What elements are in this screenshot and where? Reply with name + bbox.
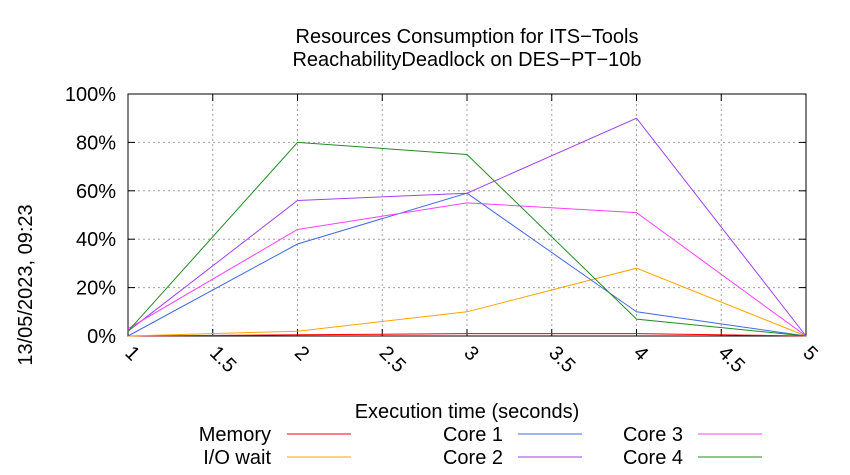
series-lines [127, 117, 807, 337]
chart-title: Resources Consumption for ITS−Tools [296, 26, 639, 48]
chart-subtitle: ReachabilityDeadlock on DES−PT−10b [292, 49, 641, 71]
y-tick-label: 40% [76, 229, 116, 251]
y-tick-label: 60% [76, 181, 116, 203]
legend-label-memory: Memory [199, 424, 271, 446]
legend-label-core-2: Core 2 [443, 447, 503, 469]
series-line-core-2 [127, 117, 807, 337]
x-tick-label: 1.5 [205, 342, 240, 377]
legend-label-i-o-wait: I/O wait [203, 447, 271, 469]
series-line-core-4 [127, 141, 807, 337]
x-tick-label: 4 [629, 342, 652, 365]
series-line-core-3 [127, 202, 807, 337]
x-tick-label: 2 [290, 342, 313, 365]
y-axis: 0% 20% 40% 60% 80% 100% [65, 84, 806, 348]
series-line-i-o-wait [127, 267, 807, 337]
timestamp-label: 13/05/2023, 09:23 [15, 204, 37, 365]
x-tick-label: 3 [459, 342, 482, 365]
y-tick-label: 100% [65, 84, 116, 106]
legend-label-core-1: Core 1 [443, 424, 503, 446]
x-tick-label: 3.5 [544, 342, 579, 377]
grid [128, 94, 806, 336]
y-tick-label: 0% [87, 326, 116, 348]
y-tick-label: 20% [76, 278, 116, 300]
x-tick-label: 5 [798, 342, 821, 365]
x-axis-label: Execution time (seconds) [355, 401, 580, 423]
series-line-memory [127, 333, 807, 337]
legend-label-core-3: Core 3 [623, 424, 683, 446]
x-tick-label: 1 [120, 342, 143, 365]
x-tick-label: 2.5 [375, 342, 410, 377]
legend-label-core-4: Core 4 [623, 447, 683, 469]
x-tick-label: 4.5 [714, 342, 749, 377]
y-tick-label: 80% [76, 132, 116, 154]
